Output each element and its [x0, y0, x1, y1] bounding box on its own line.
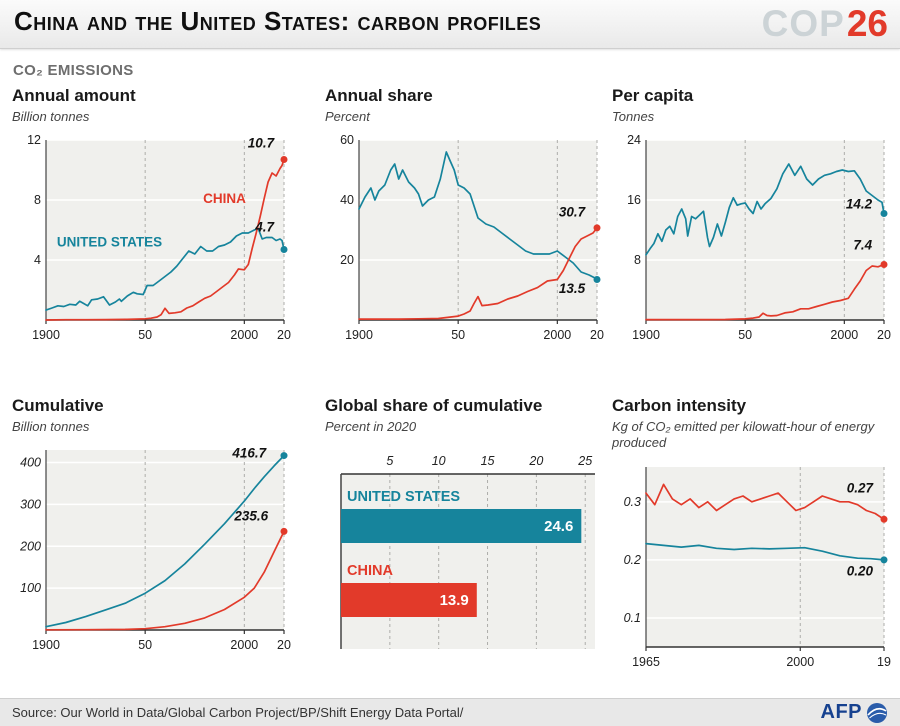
svg-text:24.6: 24.6 [544, 518, 573, 535]
svg-text:24: 24 [627, 134, 641, 147]
svg-text:20: 20 [277, 638, 291, 652]
svg-text:30.7: 30.7 [559, 205, 587, 220]
chart-plot-annual-share: 1900 50 2000 20 20 40 60 30.7 13.5 [325, 133, 607, 351]
chart-cumulative: Cumulative Billion tonnes 1900 50 2000 20 10… [12, 396, 294, 661]
svg-text:416.7: 416.7 [231, 446, 267, 461]
chart-subtitle: Percent [325, 109, 370, 124]
svg-text:25: 25 [577, 454, 592, 468]
chart-subtitle: Kg of CO₂ emitted per kilowatt-hour of e… [612, 419, 875, 451]
chart-title: Annual amount [12, 86, 136, 105]
svg-text:8: 8 [634, 253, 641, 267]
chart-plot-global-share: 5 10 15 20 25 UNITED STATES 24.6 CHINA 13.9 [325, 444, 607, 661]
svg-text:50: 50 [138, 638, 152, 652]
svg-text:20: 20 [528, 454, 543, 468]
svg-text:4: 4 [34, 253, 41, 267]
svg-text:10: 10 [432, 454, 446, 468]
chart-title: Carbon intensity [612, 396, 747, 415]
svg-text:200: 200 [19, 540, 41, 554]
svg-text:15: 15 [481, 454, 495, 468]
chart-plot-per-capita: 1900 50 2000 20 8 16 24 14.2 7.4 [612, 133, 894, 351]
svg-text:12: 12 [27, 134, 41, 147]
chart-subtitle: Billion tonnes [12, 419, 90, 434]
svg-text:300: 300 [20, 498, 41, 512]
svg-text:2000: 2000 [786, 655, 814, 669]
svg-text:8: 8 [34, 193, 41, 207]
chart-subtitle: Tonnes [612, 109, 655, 124]
svg-text:10.7: 10.7 [248, 136, 276, 151]
svg-text:60: 60 [340, 134, 354, 147]
svg-text:400: 400 [20, 456, 41, 470]
chart-global-share-cumulative: Global share of cumulative Percent in 20… [325, 396, 607, 661]
svg-text:0.2: 0.2 [624, 552, 641, 566]
chart-title: Annual share [325, 86, 433, 105]
svg-text:0.3: 0.3 [624, 494, 641, 508]
svg-text:14.2: 14.2 [846, 197, 873, 212]
chart-plot-annual-amount: 1900 50 2000 20 4 8 12 CHINA UNITED STATES 10.7 4.… [12, 133, 294, 351]
svg-text:40: 40 [340, 193, 354, 207]
cop26-logo: COP26 [762, 1, 888, 47]
svg-text:20: 20 [340, 253, 354, 267]
svg-text:2000: 2000 [830, 328, 858, 342]
chart-annual-share: Annual share Percent 1900 50 2000 20 20 40 60 3… [325, 86, 607, 351]
svg-text:2000: 2000 [230, 328, 258, 342]
svg-text:UNITED STATES: UNITED STATES [347, 489, 460, 505]
source-text: Source: Our World in Data/Global Carbon … [12, 705, 464, 720]
svg-text:UNITED STATES: UNITED STATES [57, 235, 162, 250]
svg-text:20: 20 [277, 328, 291, 342]
cop26-logo-26: 26 [846, 3, 888, 44]
svg-text:0.27: 0.27 [847, 480, 875, 495]
svg-text:1900: 1900 [632, 328, 660, 342]
svg-text:0.1: 0.1 [624, 610, 641, 624]
svg-text:13.9: 13.9 [440, 592, 469, 609]
svg-text:7.4: 7.4 [853, 238, 872, 253]
svg-text:0.20: 0.20 [847, 563, 874, 578]
svg-text:CHINA: CHINA [347, 563, 393, 579]
chart-title: Cumulative [12, 396, 104, 415]
svg-text:1900: 1900 [32, 328, 60, 342]
chart-annual-amount: Annual amount Billion tonnes 1900 50 2000 2… [12, 86, 294, 351]
svg-text:1900: 1900 [32, 638, 60, 652]
svg-text:CHINA: CHINA [203, 191, 246, 206]
svg-text:16: 16 [627, 193, 641, 207]
svg-text:1965: 1965 [632, 655, 660, 669]
svg-text:19: 19 [877, 655, 891, 669]
svg-text:2000: 2000 [230, 638, 258, 652]
cop26-logo-cop: COP [761, 3, 845, 44]
afp-globe-icon [867, 702, 887, 723]
svg-text:20: 20 [877, 328, 891, 342]
svg-text:235.6: 235.6 [233, 509, 268, 524]
chart-subtitle: Percent in 2020 [325, 419, 417, 434]
svg-text:2000: 2000 [543, 328, 571, 342]
chart-subtitle: Billion tonnes [12, 109, 90, 124]
svg-text:50: 50 [738, 328, 752, 342]
chart-carbon-intensity: Carbon intensity Kg of CO₂ emitted per k… [612, 396, 894, 678]
chart-per-capita: Per capita Tonnes 1900 50 2000 20 8 16 24 14.2 7… [612, 86, 894, 351]
section-label: CO₂ EMISSIONS [13, 62, 134, 79]
chart-plot-carbon-intensity: 1965 2000 19 0.1 0.2 0.3 0.27 0.20 [612, 461, 894, 678]
svg-text:100: 100 [20, 581, 41, 595]
chart-title: Per capita [612, 86, 694, 105]
footer: Source: Our World in Data/Global Carbon … [0, 698, 900, 726]
svg-text:13.5: 13.5 [559, 281, 586, 296]
svg-text:20: 20 [590, 328, 604, 342]
page-title: China and the United States: carbon prof… [14, 6, 542, 36]
chart-title: Global share of cumulative [325, 396, 543, 415]
svg-text:1900: 1900 [345, 328, 373, 342]
svg-text:4.7: 4.7 [254, 220, 275, 235]
afp-logo-text: AFP [820, 701, 862, 723]
header: China and the United States: carbon prof… [0, 0, 900, 49]
svg-text:50: 50 [451, 328, 465, 342]
afp-logo: AFP [821, 701, 889, 724]
svg-text:5: 5 [386, 454, 393, 468]
chart-plot-cumulative: 1900 50 2000 20 100 200 300 400 416.7 235.6 [12, 444, 294, 661]
svg-text:50: 50 [138, 328, 152, 342]
